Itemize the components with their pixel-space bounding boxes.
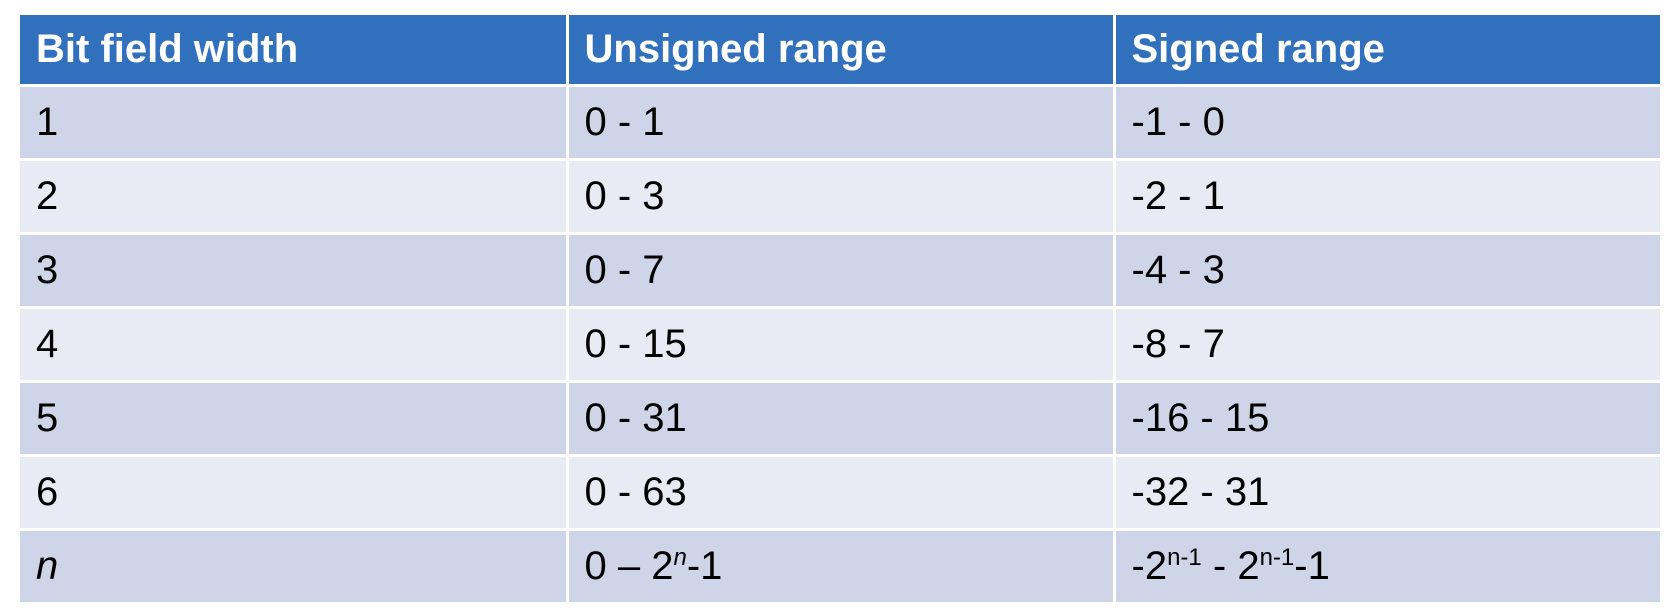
header-unsigned-range: Unsigned range bbox=[567, 15, 1116, 87]
formula-prefix: 0 – 2 bbox=[584, 544, 674, 588]
table-row: 4 0 - 15 -8 - 7 bbox=[20, 307, 1660, 383]
cell-width: 4 bbox=[20, 307, 569, 383]
table-row: 1 0 - 1 -1 - 0 bbox=[20, 85, 1660, 161]
cell-width: 6 bbox=[20, 455, 569, 531]
cell-signed-formula: -2n-1 - 2n-1-1 bbox=[1114, 529, 1660, 602]
formula-exponent: n-1 bbox=[1167, 544, 1202, 571]
table-header-row: Bit field width Unsigned range Signed ra… bbox=[20, 15, 1660, 87]
cell-width: 1 bbox=[20, 85, 569, 161]
cell-unsigned: 0 - 63 bbox=[567, 455, 1116, 531]
cell-width: 2 bbox=[20, 159, 569, 235]
cell-unsigned: 0 - 7 bbox=[567, 233, 1116, 309]
formula-prefix: -2 bbox=[1131, 544, 1168, 588]
cell-signed: -1 - 0 bbox=[1114, 85, 1660, 161]
cell-unsigned: 0 - 3 bbox=[567, 159, 1116, 235]
bit-field-table-container: Bit field width Unsigned range Signed ra… bbox=[20, 15, 1660, 602]
table-row: 2 0 - 3 -2 - 1 bbox=[20, 159, 1660, 235]
header-bit-field-width: Bit field width bbox=[20, 15, 569, 87]
cell-width: 5 bbox=[20, 381, 569, 457]
cell-width: 3 bbox=[20, 233, 569, 309]
table-row: 5 0 - 31 -16 - 15 bbox=[20, 381, 1660, 457]
table-row-general-n: n 0 – 2n-1 -2n-1 - 2n-1-1 bbox=[20, 529, 1660, 602]
formula-exponent: n bbox=[673, 544, 687, 571]
formula-suffix: -1 bbox=[1294, 544, 1330, 588]
header-signed-range: Signed range bbox=[1114, 15, 1660, 87]
cell-signed: -4 - 3 bbox=[1114, 233, 1660, 309]
cell-signed: -16 - 15 bbox=[1114, 381, 1660, 457]
table-row: 6 0 - 63 -32 - 31 bbox=[20, 455, 1660, 531]
cell-unsigned-formula: 0 – 2n-1 bbox=[567, 529, 1116, 602]
cell-unsigned: 0 - 31 bbox=[567, 381, 1116, 457]
table-row: 3 0 - 7 -4 - 3 bbox=[20, 233, 1660, 309]
cell-signed: -2 - 1 bbox=[1114, 159, 1660, 235]
formula-exponent: n-1 bbox=[1259, 544, 1295, 571]
formula-middle: - 2 bbox=[1201, 544, 1260, 588]
cell-signed: -32 - 31 bbox=[1114, 455, 1660, 531]
cell-unsigned: 0 - 15 bbox=[567, 307, 1116, 383]
cell-width: n bbox=[20, 529, 569, 602]
cell-signed: -8 - 7 bbox=[1114, 307, 1660, 383]
formula-suffix: -1 bbox=[686, 544, 723, 588]
bit-field-range-table: Bit field width Unsigned range Signed ra… bbox=[20, 15, 1660, 602]
cell-unsigned: 0 - 1 bbox=[567, 85, 1116, 161]
